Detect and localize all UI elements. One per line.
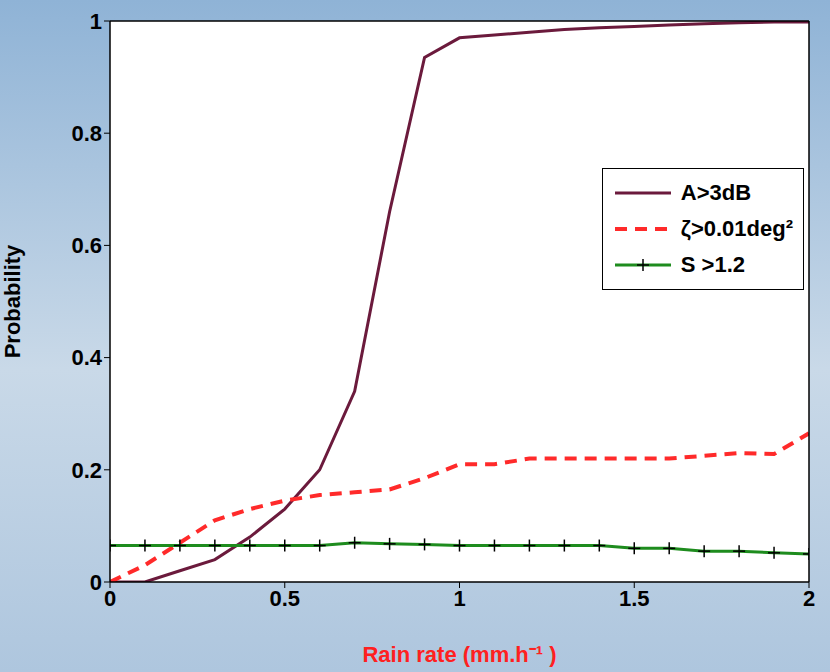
html-text:S >1.2: S >1.2 <box>680 252 745 277</box>
html-text:ζ>0.01deg²: ζ>0.01deg² <box>680 216 793 241</box>
html-text:A>3dB: A>3dB <box>680 180 752 205</box>
svg-text:0.2: 0.2 <box>71 458 102 483</box>
svg-text:0.6: 0.6 <box>71 233 102 258</box>
svg-text:1: 1 <box>90 9 102 34</box>
svg-text:0: 0 <box>104 586 116 611</box>
svg-text:0.5: 0.5 <box>269 586 300 611</box>
svg-text:1: 1 <box>453 586 465 611</box>
svg-text:1.5: 1.5 <box>619 586 650 611</box>
svg-text:0: 0 <box>90 570 102 595</box>
svg-text:Rain rate (mm.h⁻¹ ): Rain rate (mm.h⁻¹ ) <box>362 642 556 667</box>
svg-text:Probability: Probability <box>0 244 25 358</box>
svg-text:0.8: 0.8 <box>71 121 102 146</box>
svg-text:0.4: 0.4 <box>71 345 102 370</box>
svg-text:2: 2 <box>803 586 815 611</box>
